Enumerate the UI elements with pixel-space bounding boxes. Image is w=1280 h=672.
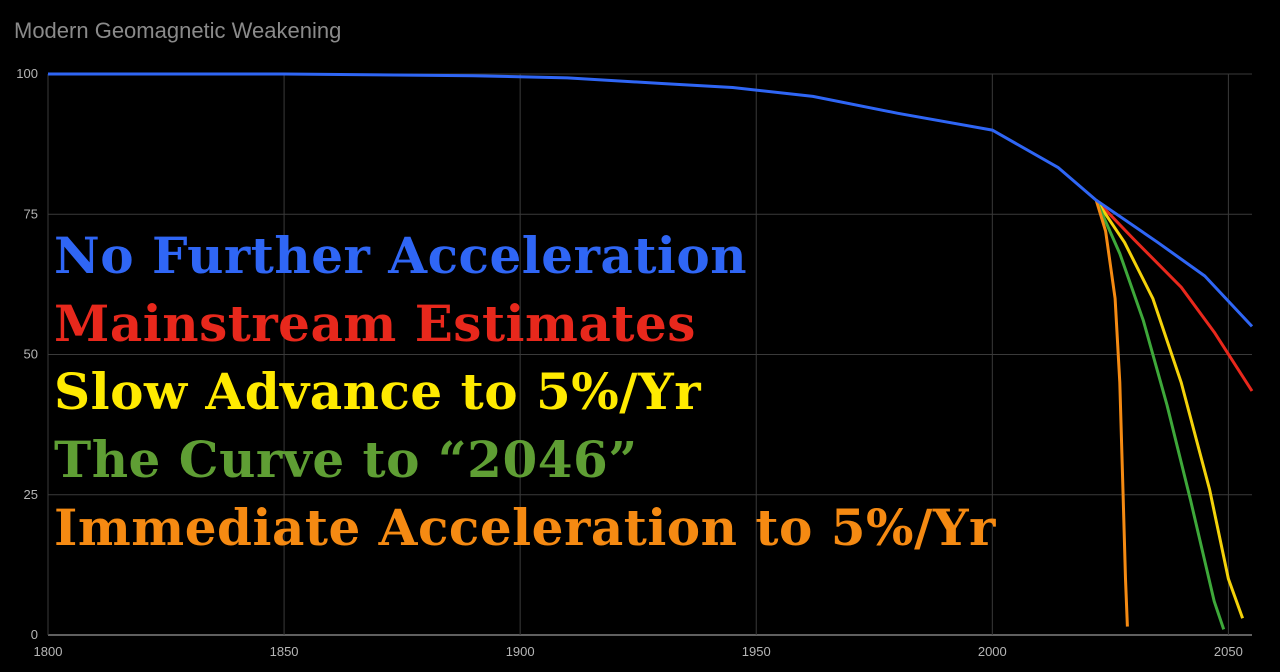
series-line-4	[1094, 199, 1129, 627]
x-tick-label: 2000	[978, 644, 1007, 659]
legend-item-slow-advance: Slow Advance to 5%/Yr	[54, 362, 702, 421]
legend-item-no-further-acceleration: No Further Acceleration	[54, 226, 748, 285]
y-tick-label: 50	[24, 347, 38, 362]
x-tick-label: 1950	[742, 644, 771, 659]
y-tick-label: 100	[16, 66, 38, 81]
y-tick-label: 75	[24, 206, 38, 221]
legend-item-curve-to-2046: The Curve to “2046”	[54, 430, 638, 489]
chart-title: Modern Geomagnetic Weakening	[14, 18, 342, 43]
series-line-2	[1094, 199, 1245, 619]
x-tick-label: 1900	[506, 644, 535, 659]
legend-item-immediate-acceleration: Immediate Acceleration to 5%/Yr	[54, 498, 996, 557]
y-tick-label: 0	[31, 627, 38, 642]
y-tick-label: 25	[24, 487, 38, 502]
x-tick-label: 2050	[1214, 644, 1243, 659]
chart-series-lines	[48, 72, 1254, 630]
x-tick-label: 1850	[270, 644, 299, 659]
legend-item-mainstream-estimates: Mainstream Estimates	[54, 294, 696, 353]
series-line-0	[48, 72, 1254, 328]
x-tick-label: 1800	[34, 644, 63, 659]
series-line-1	[1095, 199, 1254, 392]
chart-legend: No Further Acceleration Mainstream Estim…	[54, 222, 996, 562]
axis-tick-labels: 0 25 50 75 100 1800 1850 1900 1950 2000 2050	[16, 66, 1243, 659]
series-line-3	[1094, 199, 1226, 630]
